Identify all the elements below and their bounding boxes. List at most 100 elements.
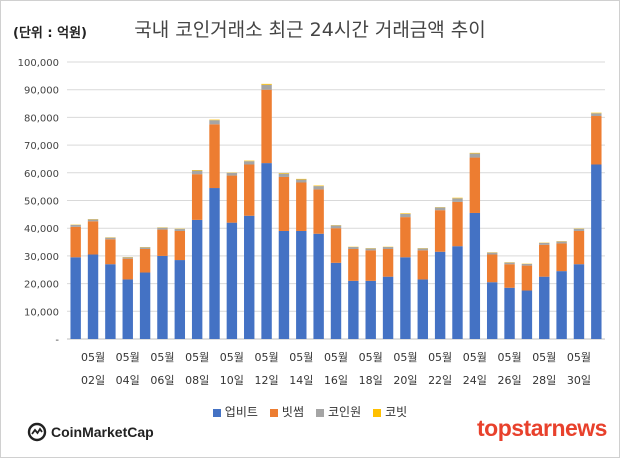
bar-segment bbox=[556, 241, 567, 244]
bar-segment bbox=[226, 172, 238, 176]
bar-segment bbox=[191, 170, 203, 171]
legend-swatch bbox=[316, 408, 324, 417]
bar-segment bbox=[261, 89, 272, 164]
bar-segment bbox=[382, 247, 394, 249]
bar-segment bbox=[139, 247, 151, 249]
legend-item: 코인원 bbox=[316, 403, 361, 420]
bar-segment bbox=[521, 290, 533, 339]
x-tick-label-day: 02일 bbox=[81, 373, 105, 387]
bar-segment bbox=[244, 164, 255, 216]
bar-segment bbox=[591, 164, 602, 339]
x-tick-label-day: 28일 bbox=[532, 373, 556, 387]
x-tick-label-month: 05월 bbox=[463, 351, 487, 364]
x-tick-label-day: 08일 bbox=[185, 373, 209, 387]
bar-segment bbox=[139, 248, 151, 273]
bar-segment bbox=[70, 224, 81, 227]
bar-segment bbox=[434, 251, 446, 339]
bar-segment bbox=[452, 246, 463, 339]
x-tick-label-month: 05월 bbox=[81, 351, 105, 364]
bar-segment bbox=[504, 264, 515, 288]
bar-segment bbox=[87, 221, 99, 255]
x-tick-label-month: 05월 bbox=[116, 351, 140, 364]
bar-segment bbox=[244, 161, 255, 165]
y-tick-label: 90,000 bbox=[24, 86, 59, 97]
y-tick-label: 80,000 bbox=[24, 113, 59, 124]
x-tick-label-day: 18일 bbox=[359, 373, 383, 387]
bar-segment bbox=[382, 276, 394, 339]
bar-segment bbox=[539, 244, 550, 277]
x-tick-label-day: 06일 bbox=[150, 373, 174, 387]
bar-segment bbox=[174, 260, 186, 339]
legend-item: 코빗 bbox=[373, 403, 407, 420]
bar-segment bbox=[209, 120, 220, 125]
bar-segment bbox=[105, 264, 116, 339]
coinmarketcap-text: CoinMarketCap bbox=[51, 424, 154, 440]
bar-segment bbox=[261, 84, 272, 90]
bar-segment bbox=[452, 198, 463, 202]
bar-segment bbox=[296, 179, 307, 183]
x-tick-label-month: 05월 bbox=[220, 351, 244, 364]
bar-segment bbox=[122, 279, 133, 339]
bar-segment bbox=[70, 257, 81, 339]
x-tick-label-month: 05월 bbox=[324, 351, 348, 364]
x-tick-label-month: 05월 bbox=[255, 351, 279, 364]
topstarnews-logo: topstarnews bbox=[477, 415, 607, 441]
x-tick-label-day: 16일 bbox=[324, 373, 348, 387]
bar-segment bbox=[313, 185, 324, 187]
bar-chart: - 10,000 20,000 30,000 40,000 50,000 60,000 70,… bbox=[18, 58, 605, 387]
bar-segment bbox=[591, 116, 602, 165]
bar-segment bbox=[313, 186, 324, 190]
bar-segment bbox=[573, 264, 585, 339]
x-tick-label-day: 10일 bbox=[220, 373, 244, 387]
bar-segment bbox=[348, 248, 359, 281]
legend-label: 코빗 bbox=[385, 405, 408, 419]
bar-segment bbox=[296, 182, 307, 231]
x-tick-label-month: 05월 bbox=[393, 351, 417, 364]
legend-swatch bbox=[212, 408, 221, 417]
bar-segment bbox=[365, 248, 376, 251]
legend-label: 빗썸 bbox=[281, 405, 304, 419]
bar-segment bbox=[348, 247, 359, 249]
bar-segment bbox=[417, 250, 428, 280]
bar-segment bbox=[382, 248, 394, 277]
bar-segment bbox=[452, 201, 463, 247]
bar-segment bbox=[452, 197, 463, 199]
bar-segment bbox=[400, 213, 411, 218]
bar-segment bbox=[313, 233, 324, 339]
bar-segment bbox=[417, 248, 428, 251]
bar-segment bbox=[70, 226, 81, 258]
bar-segment bbox=[261, 83, 272, 85]
bar-segment bbox=[226, 222, 238, 339]
bar-segment bbox=[486, 282, 498, 339]
legend: 업비트 빗썸 코인원 코빗 bbox=[1, 403, 619, 420]
bar-segment bbox=[174, 230, 186, 261]
bar-segment bbox=[591, 113, 602, 117]
bar-segment bbox=[521, 263, 533, 266]
legend-swatch bbox=[269, 408, 278, 417]
x-tick-label-month: 05월 bbox=[289, 351, 313, 364]
bar-segment bbox=[469, 157, 481, 213]
legend-item: 빗썸 bbox=[269, 403, 304, 420]
x-tick-label-day: 22일 bbox=[428, 373, 452, 387]
x-tick-label-month: 05월 bbox=[428, 351, 452, 364]
bar-segment bbox=[434, 210, 446, 252]
legend-label: 업비트 bbox=[224, 405, 258, 419]
y-tick-label: 100,000 bbox=[18, 58, 59, 69]
coinmarketcap-icon bbox=[27, 422, 47, 442]
bar-segment bbox=[191, 174, 203, 220]
y-tick-label: 60,000 bbox=[24, 169, 59, 180]
x-tick-label-month: 05월 bbox=[497, 351, 521, 364]
y-tick-label: 30,000 bbox=[24, 252, 59, 263]
bar-segment bbox=[87, 254, 99, 339]
bar-segment bbox=[244, 215, 255, 339]
x-tick-label-day: 14일 bbox=[289, 373, 313, 387]
y-tick-label: 40,000 bbox=[24, 224, 59, 235]
bar-segment bbox=[486, 254, 498, 283]
bar-segment bbox=[209, 119, 220, 121]
bar-segment bbox=[261, 163, 272, 339]
bar-segment bbox=[157, 255, 168, 339]
bar-segment bbox=[105, 237, 116, 240]
y-tick-label: 10,000 bbox=[24, 307, 59, 318]
legend-swatch bbox=[373, 408, 382, 417]
